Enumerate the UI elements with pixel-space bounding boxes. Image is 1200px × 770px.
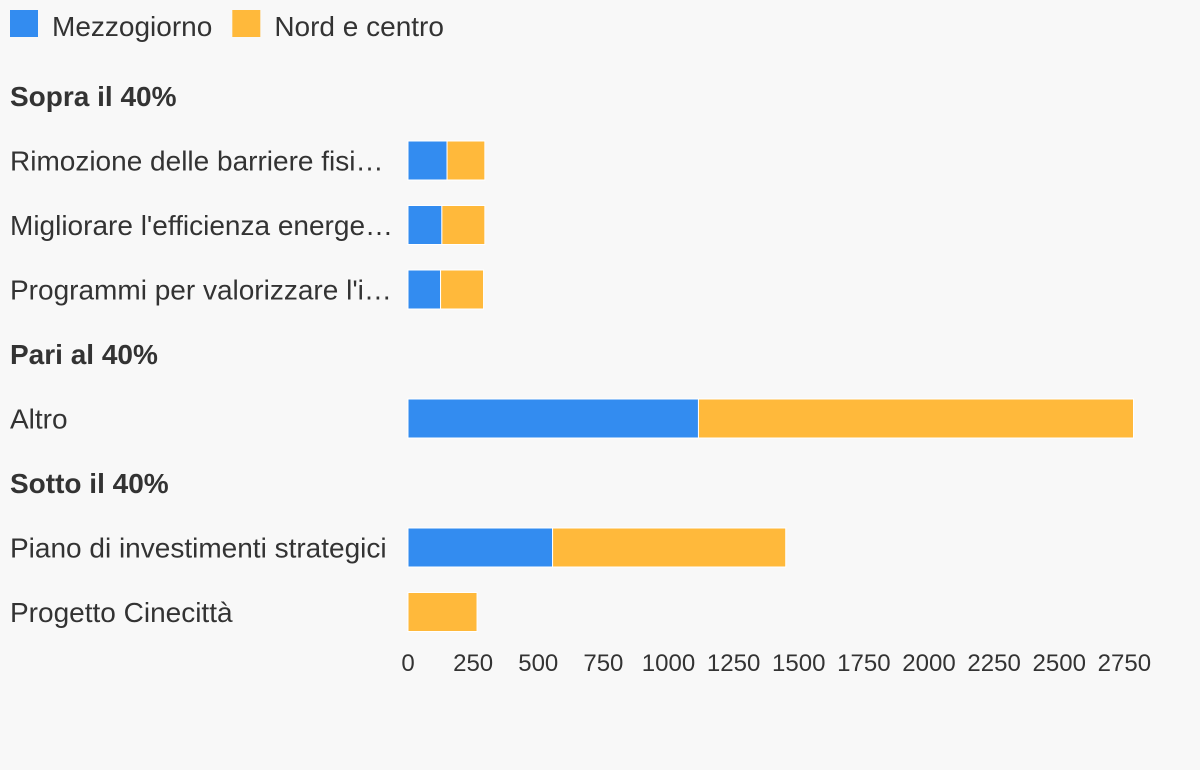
group-label: Pari al 40% [10,339,158,370]
bar-mezzogiorno [407,205,443,245]
group-label: Sotto il 40% [10,468,169,499]
x-tick-label: 1500 [772,650,825,677]
x-tick-label: 2250 [967,650,1020,677]
bar-nord-e-centro [446,140,486,181]
x-tick-label: 250 [453,650,493,677]
bar-mezzogiorno [407,527,554,568]
category-label: Programmi per valorizzare l'i… [10,275,392,306]
x-tick-label: 2000 [902,650,955,677]
category-label: Migliorare l'efficienza energe… [10,210,393,241]
bar-nord-e-centro [441,205,486,245]
category-label: Progetto Cinecittà [10,597,233,628]
bar-mezzogiorno [407,269,442,310]
bar-mezzogiorno [407,398,699,439]
bar-nord-e-centro [697,398,1134,439]
bar-nord-e-centro [552,527,787,568]
legend-swatch-2 [232,10,261,37]
category-label: Piano di investimenti strategici [10,533,387,564]
x-tick-label: 1250 [707,650,760,677]
legend-label-1: Mezzogiorno [52,11,212,42]
group-label: Sopra il 40% [10,81,177,112]
bar-nord-e-centro [407,592,478,632]
x-tick-label: 1750 [837,650,890,677]
bar-nord-e-centro [440,269,485,310]
x-tick-label: 0 [401,650,414,677]
x-tick-label: 750 [583,650,623,677]
legend-label-2: Nord e centro [274,11,444,42]
legend-swatch-1 [10,10,38,37]
x-tick-label: 1000 [642,650,695,677]
category-label: Altro [10,404,68,435]
x-tick-label: 500 [518,650,558,677]
category-label: Rimozione delle barriere fisi… [10,146,383,177]
x-tick-label: 2500 [1033,650,1086,677]
bar-mezzogiorno [407,140,448,181]
x-tick-label: 2750 [1098,650,1151,677]
